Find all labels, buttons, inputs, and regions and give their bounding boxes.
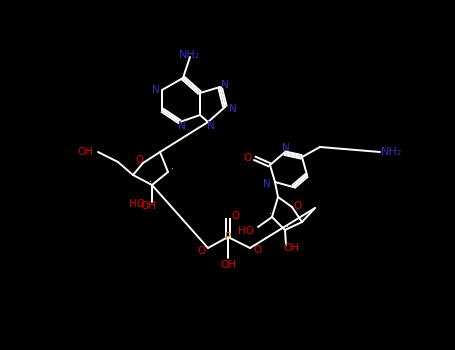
Text: OH: OH xyxy=(140,201,156,211)
Text: ·: · xyxy=(268,210,272,219)
Text: O: O xyxy=(293,201,301,211)
Text: OH: OH xyxy=(220,260,236,270)
Text: O: O xyxy=(232,211,240,221)
Text: N: N xyxy=(229,104,237,114)
Text: N: N xyxy=(178,121,186,131)
Text: HO: HO xyxy=(129,199,145,209)
Text: N: N xyxy=(152,85,160,95)
Text: P: P xyxy=(225,232,231,242)
Text: N: N xyxy=(263,179,271,189)
Text: N: N xyxy=(221,80,229,90)
Text: N: N xyxy=(207,121,215,131)
Text: ·: · xyxy=(286,224,288,232)
Text: O: O xyxy=(197,246,205,256)
Text: HO: HO xyxy=(238,226,254,236)
Text: ·: · xyxy=(149,178,152,188)
Text: O: O xyxy=(253,245,261,255)
Text: NH₂: NH₂ xyxy=(381,147,403,157)
Text: N: N xyxy=(282,143,290,153)
Text: ·: · xyxy=(171,166,173,175)
Text: NH₂: NH₂ xyxy=(179,50,201,60)
Text: O: O xyxy=(243,153,251,163)
Text: O: O xyxy=(135,155,143,165)
Text: OH: OH xyxy=(77,147,93,157)
Text: OH: OH xyxy=(283,243,299,253)
